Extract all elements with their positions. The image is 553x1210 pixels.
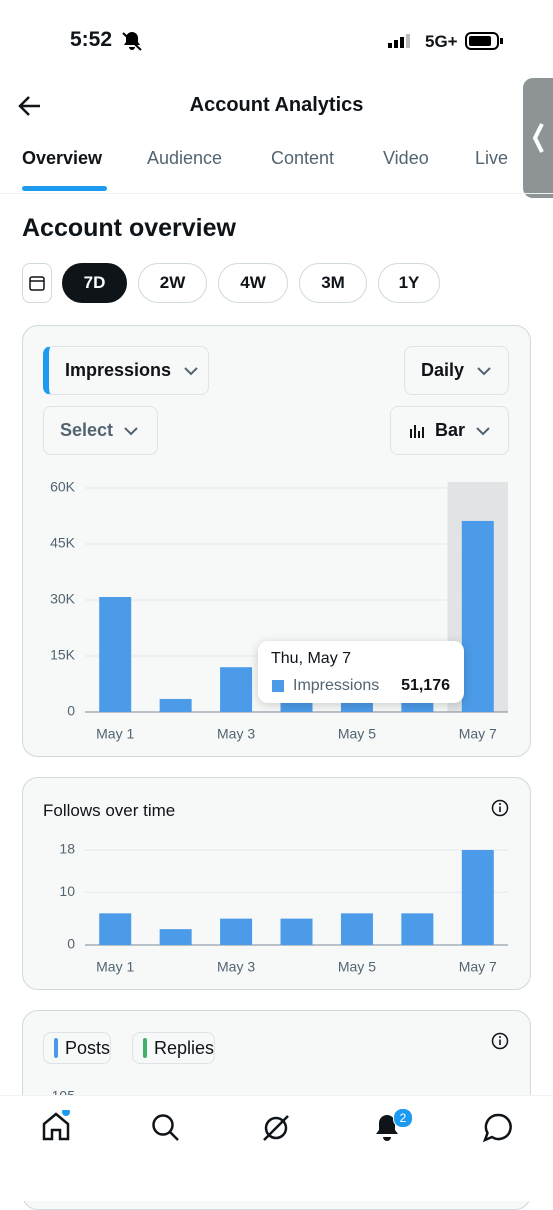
range-pill[interactable]: 3M bbox=[299, 263, 367, 303]
y-tick-label: 10 bbox=[59, 883, 75, 899]
legend-label: Posts bbox=[64, 1037, 110, 1058]
status-time: 5:52 bbox=[70, 28, 113, 51]
page-title: Account Analytics bbox=[189, 94, 364, 116]
section-title: Account overview bbox=[22, 214, 236, 242]
dropdown-label: Bar bbox=[435, 420, 466, 440]
tab[interactable]: Audience bbox=[147, 148, 223, 168]
legend-chip[interactable]: Replies bbox=[132, 1032, 215, 1064]
legend-swatch bbox=[143, 1038, 147, 1058]
x-tick-label: May 3 bbox=[217, 959, 255, 975]
bar bbox=[340, 913, 373, 945]
legend-chip[interactable]: Posts bbox=[43, 1032, 111, 1064]
bar bbox=[159, 698, 192, 712]
bar bbox=[159, 929, 192, 945]
bar bbox=[99, 597, 132, 712]
metric-dropdown[interactable]: Impressions bbox=[43, 346, 209, 395]
bar bbox=[280, 918, 313, 945]
network: 5G+ bbox=[425, 32, 458, 51]
info-icon[interactable] bbox=[490, 1031, 510, 1051]
range-pill[interactable]: 1Y bbox=[378, 263, 440, 303]
battery-icon bbox=[465, 32, 503, 50]
back-button[interactable] bbox=[18, 94, 44, 118]
x-tick-label: May 1 bbox=[96, 959, 134, 975]
bar bbox=[99, 913, 132, 945]
y-tick-label: 18 bbox=[59, 841, 75, 857]
home-tab[interactable] bbox=[40, 1110, 74, 1144]
tooltip-title: Thu, May 7 bbox=[271, 650, 352, 667]
tooltip: Thu, May 7 Impressions 51,176 bbox=[258, 641, 464, 703]
y-tick-label: 45K bbox=[50, 535, 76, 551]
tab[interactable]: Overview bbox=[22, 148, 103, 168]
tab-indicator bbox=[22, 186, 107, 191]
x-tick-label: May 5 bbox=[338, 726, 376, 742]
bar bbox=[461, 850, 494, 945]
side-handle[interactable] bbox=[523, 78, 553, 198]
compare-dropdown[interactable]: Select bbox=[43, 406, 158, 455]
bar bbox=[220, 667, 253, 712]
signal-icon bbox=[388, 34, 410, 48]
range-pill[interactable]: 2W bbox=[138, 263, 207, 303]
x-tick-label: May 7 bbox=[459, 959, 497, 975]
calendar-button[interactable] bbox=[22, 263, 52, 303]
interval-dropdown[interactable]: Daily bbox=[404, 346, 509, 395]
y-tick-label: 0 bbox=[67, 936, 75, 952]
tab[interactable]: Content bbox=[271, 148, 335, 168]
range-pill[interactable]: 4W bbox=[218, 263, 288, 303]
y-tick-label: 15K bbox=[50, 647, 76, 663]
info-icon[interactable] bbox=[490, 798, 510, 818]
x-tick-label: May 1 bbox=[96, 726, 134, 742]
range-pill[interactable]: 7D bbox=[62, 263, 127, 303]
notification-badge: 2 bbox=[393, 1108, 413, 1128]
tooltip-value: 51,176 bbox=[401, 677, 450, 694]
x-tick-label: May 5 bbox=[338, 959, 376, 975]
follows-card bbox=[22, 777, 531, 990]
tooltip-series: Impressions bbox=[293, 677, 380, 694]
bar bbox=[401, 913, 434, 945]
tab[interactable]: Live bbox=[475, 148, 509, 168]
dropdown-label: Daily bbox=[421, 360, 465, 380]
chart-title: Follows over time bbox=[43, 801, 176, 820]
dropdown-label: Select bbox=[60, 420, 114, 440]
bar bbox=[461, 520, 494, 712]
tooltip-swatch bbox=[272, 680, 284, 692]
tab[interactable]: Video bbox=[383, 148, 429, 168]
dropdown-label: Impressions bbox=[65, 360, 172, 380]
y-tick-label: 0 bbox=[67, 703, 75, 719]
x-tick-label: May 7 bbox=[459, 726, 497, 742]
y-tick-label: 60K bbox=[50, 479, 76, 495]
bottom-nav: 2 bbox=[0, 1095, 553, 1201]
chart-kind-dropdown[interactable]: Bar bbox=[390, 406, 509, 455]
mute-icon bbox=[122, 32, 142, 51]
x-tick-label: May 3 bbox=[217, 726, 255, 742]
divider bbox=[0, 193, 553, 194]
grok-tab[interactable] bbox=[260, 1112, 292, 1144]
messages-tab[interactable] bbox=[482, 1112, 514, 1144]
y-tick-label: 30K bbox=[50, 591, 76, 607]
notifications-tab[interactable] bbox=[372, 1110, 406, 1144]
search-tab[interactable] bbox=[150, 1112, 182, 1144]
legend-swatch bbox=[54, 1038, 58, 1058]
bar bbox=[220, 918, 253, 945]
legend-label: Replies bbox=[153, 1037, 214, 1058]
